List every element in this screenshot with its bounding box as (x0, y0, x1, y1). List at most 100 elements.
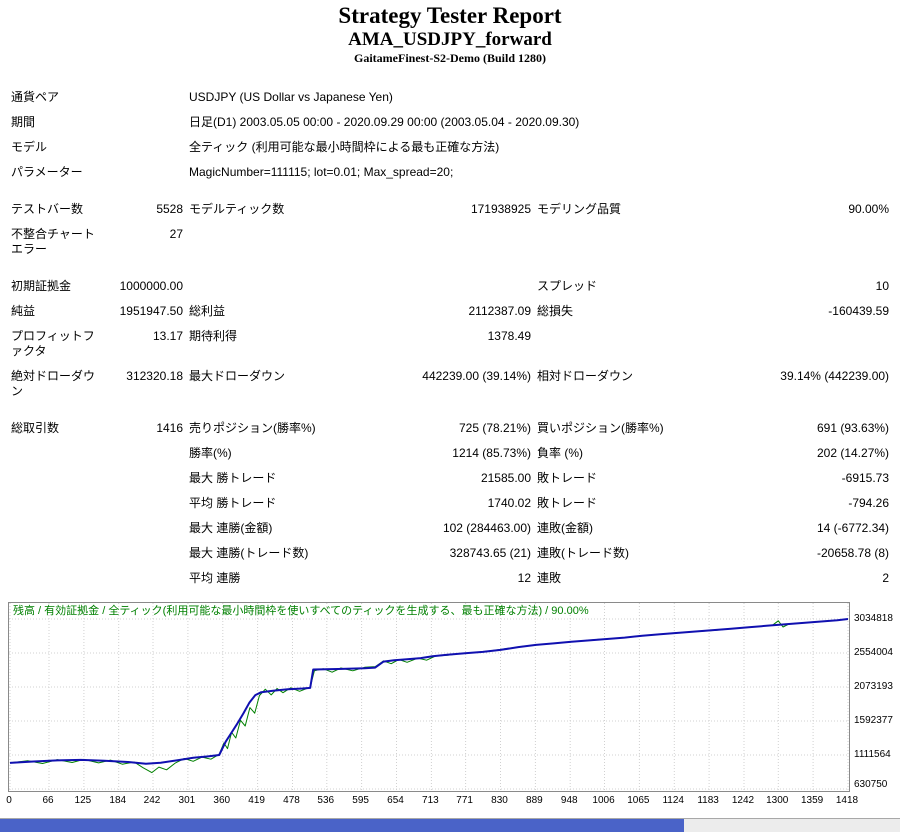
report-label (8, 465, 98, 490)
chart-scrollbar[interactable] (0, 818, 900, 832)
report-label: 日足(D1) 2003.05.05 00:00 - 2020.09.29 00:… (189, 115, 580, 129)
report-label: 連敗(トレード数) (537, 546, 630, 560)
report-label: モデルティック数 (189, 202, 285, 216)
report-label: 最大 連勝(トレード数) (189, 546, 309, 560)
report-label: 全ティック (利用可能な最小時間枠による最も正確な方法) (189, 140, 500, 154)
table-row: 絶対ドローダウン 312320.18 最大ドローダウン 442239.00 (39.1… (8, 363, 892, 403)
table-row: プロフィットファクタ 13.17 期待利得 1378.49 (8, 323, 892, 363)
table-row: 最大 勝トレード 21585.00 敗トレード -6915.73 (8, 465, 892, 490)
x-axis-label: 713 (422, 795, 439, 806)
report-label: 相対ドローダウン (537, 369, 634, 383)
x-axis-label: 1006 (592, 795, 615, 806)
report-label (534, 323, 710, 363)
x-axis-label: 536 (317, 795, 335, 806)
report-label (186, 221, 362, 261)
x-axis-label: 1359 (801, 795, 824, 806)
x-axis-label: 478 (283, 795, 300, 806)
report-label: プロフィットファクタ (11, 329, 95, 358)
report-label: 負率 (%) (537, 446, 584, 460)
report-value: 90.00% (848, 202, 890, 216)
x-axis-label: 1300 (766, 795, 789, 806)
table-row: 期間 日足(D1) 2003.05.05 00:00 - 2020.09.29 0… (8, 109, 892, 134)
y-axis-label: 630750 (854, 779, 888, 790)
report-header: Strategy Tester Report AMA_USDJPY_forwar… (0, 0, 900, 66)
report-value: 171938925 (470, 202, 532, 216)
x-axis-label: 771 (456, 795, 473, 806)
x-axis-label: 1183 (697, 795, 719, 806)
report-label (98, 465, 186, 490)
table-row: パラメーター MagicNumber=111115; lot=0.01; Max_… (8, 159, 892, 184)
report-label: 不整合チャートエラー (11, 227, 95, 256)
report-value: 312320.18 (126, 369, 184, 383)
y-axis-label: 1592377 (854, 715, 893, 726)
report-label (186, 273, 362, 298)
report-value: 1000000.00 (119, 279, 184, 293)
x-axis-label: 948 (560, 795, 578, 806)
y-axis-label: 2554004 (854, 647, 893, 658)
report-value: -6915.73 (841, 471, 890, 485)
table-row: 平均 勝トレード 1740.02 敗トレード -794.26 (8, 490, 892, 515)
x-axis-labels: 0 66 125 184 242 301 360 419 478 536 595 654 713 771 8… (6, 795, 858, 809)
table-row: 最大 連勝(金額) 102 (284463.00) 連敗(金額) 14 (-6772.… (8, 515, 892, 540)
report-label: MagicNumber=111115; lot=0.01; Max_spread… (189, 165, 454, 179)
report-label: パラメーター (11, 165, 83, 179)
report-value: 12 (517, 571, 532, 585)
report-label: 総損失 (537, 304, 574, 318)
report-label: モデリング品質 (537, 202, 622, 216)
report-label (362, 221, 534, 261)
spacer-row (8, 403, 892, 415)
report-label: 買いポジション(勝率%) (537, 421, 664, 435)
report-table: 通貨ペア USDJPY (US Dollar vs Japanese Yen) 期間… (8, 84, 892, 590)
report-label: 期待利得 (189, 329, 238, 343)
report-label (534, 221, 710, 261)
report-label: 敗トレード (537, 471, 598, 485)
report-value: 1951947.50 (119, 304, 184, 318)
report-label: 平均 連勝 (189, 571, 241, 585)
report-value: 1740.02 (487, 496, 532, 510)
report-value: 14 (-6772.34) (816, 521, 890, 535)
report-value: -794.26 (848, 496, 890, 510)
report-label (710, 221, 892, 261)
report-label (98, 565, 186, 590)
x-axis-label: 301 (178, 795, 196, 806)
report-label: 絶対ドローダウン (11, 369, 96, 398)
y-axis-label: 2073193 (854, 680, 893, 692)
x-axis-label: 1418 (835, 795, 859, 806)
y-axis-label: 1111564 (854, 748, 891, 760)
equity-chart: 残高 / 有効証拠金 / 全ティック(利用可能な最小時間枠を使いすべてのティック… (0, 602, 900, 812)
scrollbar-thumb[interactable] (0, 819, 684, 832)
equity-line (9, 618, 849, 774)
y-axis-label: 3034818 (854, 613, 893, 624)
x-axis-label: 360 (213, 795, 231, 806)
x-axis-label: 66 (42, 795, 54, 806)
report-value: 691 (93.63%) (816, 421, 890, 435)
x-axis-label: 125 (74, 795, 92, 806)
report-value: -160439.59 (828, 304, 890, 318)
report-title: Strategy Tester Report (338, 3, 562, 28)
report-value: 2112387.09 (468, 304, 532, 318)
report-label: 最大 連勝(金額) (189, 521, 273, 535)
balance-line (9, 618, 849, 765)
report-label: 総利益 (189, 304, 226, 318)
report-label (710, 323, 892, 363)
table-row: 勝率(%) 1214 (85.73%) 負率 (%) 202 (14.27%) (8, 440, 892, 465)
x-axis-label: 595 (352, 795, 369, 806)
report-label: モデル (11, 140, 48, 154)
table-row: 不整合チャートエラー 27 (8, 221, 892, 261)
server-build-label: GaitameFinest-S2-Demo (Build 1280) (354, 51, 546, 65)
report-label (8, 490, 98, 515)
report-value: 328743.65 (21) (449, 546, 532, 560)
report-label (98, 540, 186, 565)
chart-plot-area: 残高 / 有効証拠金 / 全ティック(利用可能な最小時間枠を使いすべてのティック… (8, 602, 850, 792)
x-axis-label: 1124 (662, 795, 685, 806)
report-value: 13.17 (152, 329, 184, 343)
report-label: 連敗(金額) (537, 521, 594, 535)
report-label: USDJPY (US Dollar vs Japanese Yen) (189, 90, 393, 104)
report-value: 21585.00 (480, 471, 532, 485)
report-value: 2 (882, 571, 890, 585)
report-value: 202 (14.27%) (816, 446, 890, 460)
report-value: 1378.49 (487, 329, 532, 343)
table-row: モデル 全ティック (利用可能な最小時間枠による最も正確な方法) (8, 134, 892, 159)
equity-curve-svg (9, 603, 849, 791)
report-label: 連敗 (537, 571, 562, 585)
